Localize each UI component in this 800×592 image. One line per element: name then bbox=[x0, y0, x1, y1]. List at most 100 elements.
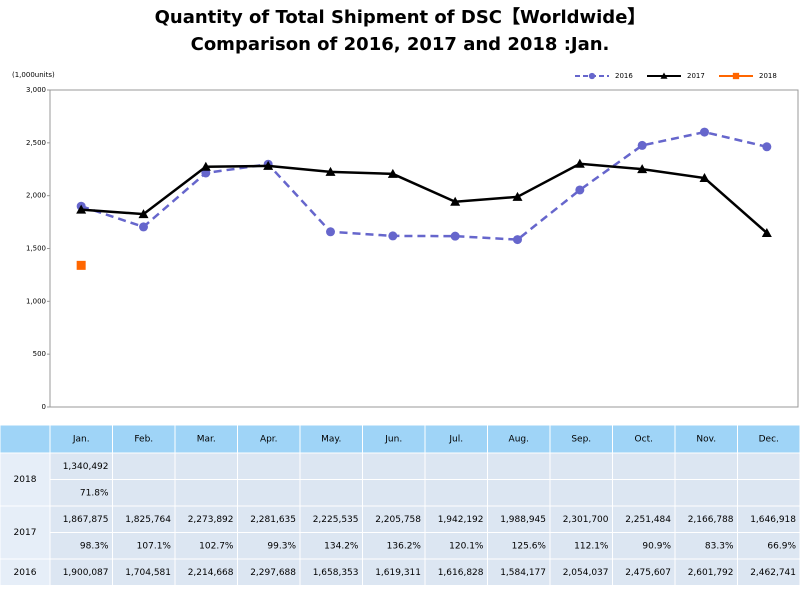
marker bbox=[139, 222, 148, 231]
table-value: 2,462,741 bbox=[750, 568, 796, 578]
marker bbox=[388, 231, 397, 240]
chart-subtitle: Comparison of 2016, 2017 and 2018 :Jan. bbox=[191, 34, 610, 55]
table-header: Mar. bbox=[197, 435, 216, 445]
table-cell bbox=[175, 453, 238, 480]
y-tick-label: 0 bbox=[42, 403, 46, 411]
table-value: 2,205,758 bbox=[375, 515, 421, 525]
table-value: 1,988,945 bbox=[500, 515, 546, 525]
table-value: 2,251,484 bbox=[625, 515, 671, 525]
table-value: 83.3% bbox=[705, 541, 734, 551]
table-value: 2,301,700 bbox=[563, 515, 609, 525]
table-value: 112.1% bbox=[574, 541, 609, 551]
table-value: 1,658,353 bbox=[313, 568, 359, 578]
table-row-header: 2016 bbox=[14, 568, 37, 578]
table-value: 2,214,668 bbox=[188, 568, 234, 578]
legend-label: 2016 bbox=[615, 72, 633, 80]
table-cell bbox=[738, 453, 800, 480]
marker bbox=[762, 142, 771, 151]
table-cell bbox=[613, 453, 676, 480]
series-line bbox=[81, 164, 767, 233]
table-header: Feb. bbox=[134, 435, 153, 445]
table-cell bbox=[238, 453, 301, 480]
series-line bbox=[81, 132, 767, 240]
table-cell bbox=[738, 480, 800, 507]
y-tick-label: 500 bbox=[33, 350, 46, 358]
y-tick-label: 2,000 bbox=[26, 192, 46, 200]
table-value: 2,601,792 bbox=[688, 568, 734, 578]
table-cell bbox=[550, 480, 613, 507]
table-cell bbox=[488, 453, 551, 480]
table-value: 2,297,688 bbox=[250, 568, 296, 578]
legend-label: 2017 bbox=[687, 72, 705, 80]
table-value: 98.3% bbox=[80, 541, 109, 551]
table-header: Jun. bbox=[384, 435, 402, 445]
table-value: 136.2% bbox=[387, 541, 422, 551]
table-value: 120.1% bbox=[449, 541, 484, 551]
plot-area bbox=[50, 90, 798, 407]
legend-marker bbox=[733, 73, 739, 79]
table-value: 1,584,177 bbox=[500, 568, 546, 578]
table-value: 1,867,875 bbox=[63, 515, 109, 525]
table-cell bbox=[488, 480, 551, 507]
table-value: 1,619,311 bbox=[375, 568, 421, 578]
table-value: 66.9% bbox=[767, 541, 796, 551]
table-value: 2,281,635 bbox=[250, 515, 296, 525]
table-cell bbox=[363, 480, 426, 507]
table-header: May. bbox=[321, 435, 341, 445]
table-cell bbox=[113, 453, 176, 480]
table-cell bbox=[238, 480, 301, 507]
table-header: Apr. bbox=[260, 435, 278, 445]
table-cell bbox=[175, 480, 238, 507]
marker bbox=[513, 235, 522, 244]
marker bbox=[638, 141, 647, 150]
table-header: Sep. bbox=[571, 435, 591, 445]
table-value: 134.2% bbox=[324, 541, 359, 551]
chart-title: Quantity of Total Shipment of DSC【Worldw… bbox=[155, 7, 646, 28]
table-cell bbox=[613, 480, 676, 507]
table-value: 2,054,037 bbox=[563, 568, 609, 578]
table-header: Jul. bbox=[448, 435, 463, 445]
legend-label: 2018 bbox=[759, 72, 777, 80]
table-cell bbox=[300, 453, 363, 480]
y-tick-label: 2,500 bbox=[26, 139, 46, 147]
table-row-header: 2018 bbox=[14, 475, 37, 485]
marker bbox=[700, 128, 709, 137]
table-value: 2,475,607 bbox=[625, 568, 671, 578]
marker bbox=[575, 185, 584, 194]
y-axis-label: (1,000units) bbox=[12, 71, 55, 79]
table-value: 107.1% bbox=[137, 541, 172, 551]
table-value: 1,646,918 bbox=[750, 515, 796, 525]
table-value: 71.8% bbox=[80, 488, 109, 498]
table-header: Dec. bbox=[759, 435, 779, 445]
table-cell bbox=[675, 480, 738, 507]
table-header: Aug. bbox=[509, 435, 529, 445]
table-cell bbox=[0, 425, 50, 453]
table-value: 1,900,087 bbox=[63, 568, 109, 578]
table-cell bbox=[425, 480, 488, 507]
legend-marker bbox=[589, 73, 595, 79]
table-value: 1,340,492 bbox=[63, 462, 109, 472]
y-tick-label: 1,000 bbox=[26, 297, 46, 305]
table-value: 1,616,828 bbox=[438, 568, 484, 578]
table-value: 1,704,581 bbox=[125, 568, 171, 578]
table-header: Jan. bbox=[72, 435, 90, 445]
table-header: Oct. bbox=[635, 435, 653, 445]
table-cell bbox=[300, 480, 363, 507]
y-tick-label: 3,000 bbox=[26, 86, 46, 94]
table-value: 2,166,788 bbox=[688, 515, 734, 525]
table-value: 99.3% bbox=[267, 541, 296, 551]
table-cell bbox=[550, 453, 613, 480]
table-value: 2,225,535 bbox=[313, 515, 359, 525]
table-cell bbox=[425, 453, 488, 480]
table-value: 90.9% bbox=[642, 541, 671, 551]
marker bbox=[77, 261, 86, 270]
table-value: 1,825,764 bbox=[125, 515, 171, 525]
table-value: 102.7% bbox=[199, 541, 234, 551]
marker bbox=[451, 232, 460, 241]
table-row-header: 2017 bbox=[14, 528, 37, 538]
table-value: 125.6% bbox=[512, 541, 547, 551]
table-header: Nov. bbox=[696, 435, 716, 445]
marker bbox=[326, 227, 335, 236]
